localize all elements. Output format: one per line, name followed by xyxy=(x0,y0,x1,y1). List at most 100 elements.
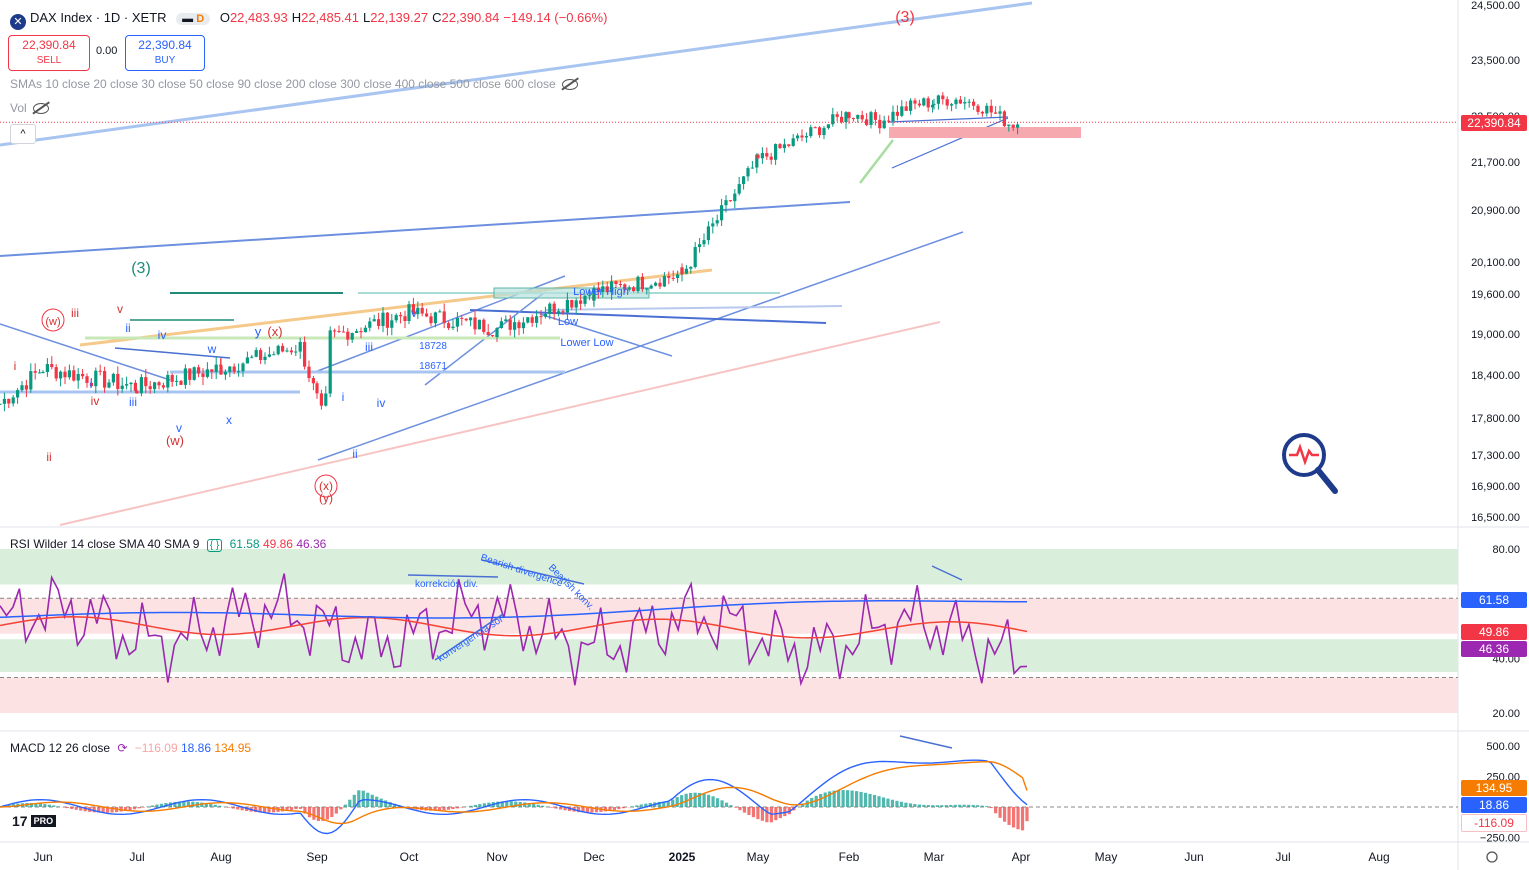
candle-body xyxy=(972,101,976,106)
candle-body xyxy=(1007,124,1011,127)
macd-histogram-bar xyxy=(994,807,998,814)
candle-body xyxy=(800,135,804,138)
time-axis-label: Sep xyxy=(306,850,328,864)
collapse-legend-button[interactable]: ^ xyxy=(10,124,36,144)
candle-body xyxy=(746,168,750,177)
candle-body xyxy=(192,367,196,380)
trend-line xyxy=(0,323,171,381)
rsi-sma40-badge: 61.58 xyxy=(1461,592,1527,608)
trend-line xyxy=(79,268,713,347)
trend-line xyxy=(114,347,231,359)
candle-body xyxy=(922,98,926,106)
candle-body xyxy=(645,288,649,290)
candle-body xyxy=(813,127,817,129)
candle-body xyxy=(183,368,187,385)
candle-body xyxy=(11,397,15,404)
time-axis-label: Jul xyxy=(129,850,144,864)
candle-body xyxy=(2,398,6,404)
macd-histogram-bar xyxy=(823,792,827,807)
candle-body xyxy=(477,319,481,330)
macd-histogram-bar xyxy=(931,805,935,807)
macd-histogram-bar xyxy=(330,807,334,818)
time-axis-label: Mar xyxy=(924,850,945,864)
macd-histogram-bar xyxy=(760,807,765,821)
price-tick-label: 23,500.00 xyxy=(1471,55,1520,67)
candle-body xyxy=(341,331,345,333)
price-tick-label: 18,400.00 xyxy=(1471,370,1520,382)
candle-body xyxy=(460,317,464,319)
candle-body xyxy=(636,276,640,292)
macd-histogram-bar xyxy=(173,801,177,807)
wave-label: v xyxy=(176,421,182,435)
spread-value: 0.00 xyxy=(96,45,118,57)
symbol-title[interactable]: DAX Index · 1D · XETR xyxy=(30,10,167,25)
candle-body xyxy=(197,367,201,374)
macd-histogram-bar xyxy=(563,807,567,811)
sell-button[interactable]: 22,390.84 SELL xyxy=(8,35,90,71)
trend-line xyxy=(544,305,843,311)
macd-histogram-bar xyxy=(155,804,159,807)
candle-body xyxy=(618,283,622,285)
candle-body xyxy=(232,366,236,372)
candle-body xyxy=(107,382,111,388)
volume-legend[interactable]: Vol xyxy=(10,101,49,115)
candle-body xyxy=(311,378,315,384)
wave-label: Low xyxy=(558,316,578,328)
buy-button[interactable]: 22,390.84 BUY xyxy=(125,35,205,71)
trend-line xyxy=(59,321,941,526)
macd-legend[interactable]: MACD 12 26 close ⟳ −116.09 18.86 134.95 xyxy=(10,741,252,755)
macd-histogram-bar xyxy=(267,807,271,813)
settings-braces-icon[interactable]: { } xyxy=(206,539,223,552)
candle-body xyxy=(38,372,42,374)
rsi-legend[interactable]: RSI Wilder 14 close SMA 40 SMA 9 { } 61.… xyxy=(10,537,327,552)
candle-body xyxy=(831,114,835,125)
sync-icon[interactable]: ⟳ xyxy=(117,741,128,755)
wave-label: v xyxy=(117,302,123,316)
candle-body xyxy=(350,333,354,340)
macd-histogram-bar xyxy=(92,807,96,813)
settings-gear-icon[interactable] xyxy=(1486,851,1498,863)
macd-histogram-bar xyxy=(581,807,585,813)
x-logo-icon[interactable]: ✕ xyxy=(10,14,26,30)
macd-histogram-bar xyxy=(872,795,877,807)
time-axis-label: Apr xyxy=(1012,850,1031,864)
macd-histogram-bar xyxy=(958,804,962,807)
candle-body xyxy=(157,382,161,386)
candle-body xyxy=(720,205,724,221)
tradingview-logo[interactable]: 17 PRO xyxy=(12,813,57,829)
price-tick-label: 17,800.00 xyxy=(1471,413,1520,425)
rsi-band xyxy=(0,549,1458,585)
candle-body xyxy=(24,385,28,390)
macd-histogram-bar xyxy=(585,807,590,813)
candle-body xyxy=(429,316,433,324)
macd-histogram-bar xyxy=(985,806,989,807)
trend-line xyxy=(539,313,673,357)
sma-legend[interactable]: SMAs 10 close 20 close 30 close 50 close… xyxy=(10,77,578,91)
macd-histogram-bar xyxy=(922,804,926,807)
candle-body xyxy=(385,312,389,328)
candle-body xyxy=(869,112,873,125)
candle-body xyxy=(20,385,24,391)
macd-histogram-bar xyxy=(693,792,697,807)
candle-body xyxy=(144,377,148,387)
wave-label: iii xyxy=(365,340,373,354)
hidden-eye-icon[interactable] xyxy=(561,79,578,91)
macd-histogram-bar xyxy=(240,807,244,811)
trend-line xyxy=(859,139,894,184)
hidden-eye-icon[interactable] xyxy=(32,103,49,115)
divergence-line xyxy=(434,613,504,661)
candle-body xyxy=(201,373,205,377)
candle-body xyxy=(433,312,437,324)
divergence-line xyxy=(481,559,585,585)
wave-label: ii xyxy=(352,447,357,461)
macd-histogram-bar xyxy=(473,804,477,807)
macd-line-badge: 18.86 xyxy=(1461,797,1527,813)
macd-histogram-bar xyxy=(536,804,540,807)
candle-body xyxy=(742,176,746,185)
candle-body xyxy=(698,244,702,248)
candle-body xyxy=(41,371,45,373)
candle-body xyxy=(601,286,605,292)
candle-body xyxy=(865,119,869,125)
data-status-pill[interactable]: ▬ D xyxy=(176,13,211,25)
